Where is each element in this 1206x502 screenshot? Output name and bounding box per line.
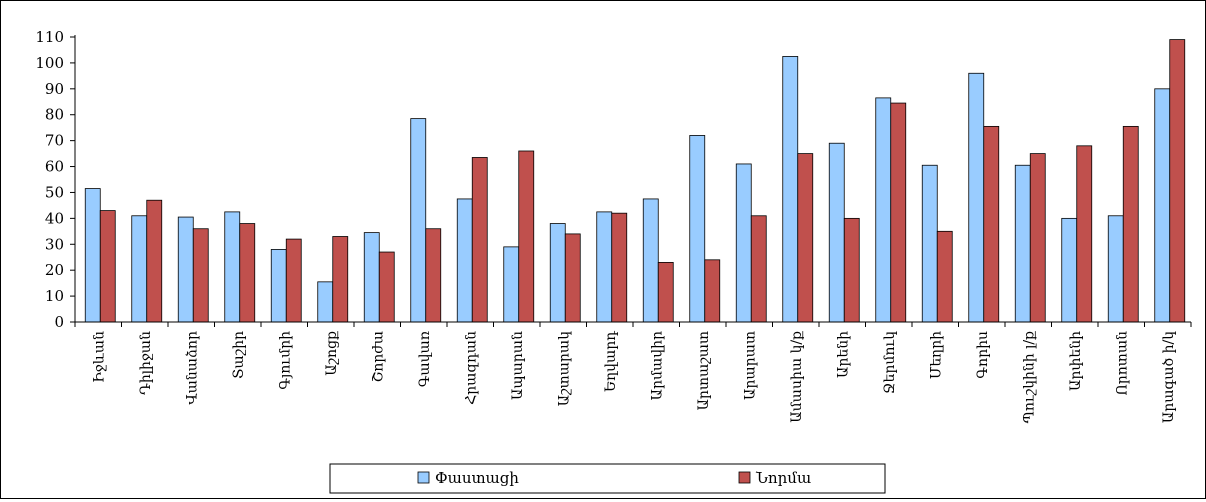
bar-norm-15 bbox=[797, 153, 814, 323]
x-tick-label: Գորիս bbox=[975, 331, 991, 379]
bar-actual-17 bbox=[875, 97, 892, 323]
bar-norm-3 bbox=[239, 223, 256, 323]
x-axis: Իջևան Դիլիջան Վանաձոր Տաշիր Գյումրի Աշոցք Շորժ… bbox=[74, 321, 1192, 423]
y-tick-label: 60 bbox=[45, 158, 64, 176]
bar-norm-0 bbox=[99, 210, 116, 323]
bar-norm-6 bbox=[378, 251, 395, 323]
x-tick-label: Պուշկինի լ/ք bbox=[1021, 331, 1037, 423]
y-tick-label: 100 bbox=[35, 54, 64, 72]
y-tick-label: 20 bbox=[45, 261, 64, 279]
bar-actual-13 bbox=[689, 135, 706, 323]
y-tick-label: 90 bbox=[45, 80, 64, 98]
x-tick-label: Մեղրի bbox=[928, 331, 944, 379]
bar-actual-10 bbox=[549, 223, 566, 323]
bar-actual-11 bbox=[596, 211, 613, 323]
bar-norm-8 bbox=[471, 157, 488, 323]
bar-actual-9 bbox=[503, 246, 520, 323]
bar-actual-3 bbox=[224, 211, 241, 323]
bar-actual-5 bbox=[317, 281, 334, 323]
x-tick-label: Հրազդան bbox=[463, 331, 479, 405]
bar-actual-15 bbox=[782, 56, 799, 323]
bar-norm-16 bbox=[843, 217, 860, 323]
y-tick-label: 50 bbox=[45, 183, 64, 201]
bar-norm-11 bbox=[611, 212, 628, 323]
bar-norm-19 bbox=[983, 125, 1000, 323]
bar-actual-18 bbox=[921, 164, 938, 323]
bar-actual-4 bbox=[270, 249, 287, 323]
legend-label-norm: Նորմա bbox=[755, 469, 811, 487]
bar-actual-16 bbox=[828, 142, 845, 323]
x-tick-label: Արմավիր bbox=[649, 331, 665, 400]
x-tick-label: Տաշիր bbox=[231, 331, 247, 379]
bar-actual-22 bbox=[1107, 215, 1124, 323]
bar-norm-21 bbox=[1076, 145, 1093, 323]
bar-actual-7 bbox=[410, 118, 427, 323]
bar-actual-14 bbox=[735, 163, 752, 323]
bar-actual-19 bbox=[968, 72, 985, 323]
bar-norm-2 bbox=[192, 228, 209, 323]
bar-actual-8 bbox=[456, 198, 473, 323]
x-tick-label: Դիլիջան bbox=[138, 331, 154, 395]
y-tick-label: 40 bbox=[45, 209, 64, 227]
bar-norm-22 bbox=[1122, 125, 1139, 323]
x-tick-label: Շորժա bbox=[370, 331, 386, 382]
y-tick-label: 0 bbox=[54, 313, 64, 331]
y-tick-label: 30 bbox=[45, 235, 64, 253]
bar-actual-12 bbox=[642, 198, 659, 323]
x-tick-label: Եղվարդ bbox=[603, 331, 619, 392]
x-tick-label: Արարատ bbox=[742, 331, 758, 400]
bar-norm-23 bbox=[1169, 39, 1186, 323]
bar-actual-23 bbox=[1154, 88, 1171, 323]
x-tick-label: Ապարան bbox=[510, 331, 526, 400]
bar-norm-7 bbox=[425, 228, 442, 323]
x-tick-label: Գյումրի bbox=[277, 331, 293, 390]
y-tick-label: 110 bbox=[35, 28, 64, 46]
legend-swatch-norm bbox=[738, 471, 751, 484]
bar-actual-1 bbox=[131, 215, 148, 323]
bar-norm-17 bbox=[890, 102, 907, 323]
x-tick-label: Արտաշատ bbox=[696, 331, 712, 410]
y-tick-label: 80 bbox=[45, 106, 64, 124]
bar-actual-21 bbox=[1061, 217, 1078, 323]
bar-norm-18 bbox=[936, 230, 953, 323]
x-tick-label: Իջևան bbox=[91, 331, 107, 383]
x-tick-label: Արագած ի/կ bbox=[1161, 331, 1177, 423]
bar-norm-4 bbox=[285, 238, 302, 323]
bar-norm-14 bbox=[750, 215, 767, 323]
legend: Փաստացի Նորմա bbox=[329, 463, 886, 494]
bars bbox=[84, 39, 1186, 323]
x-tick-label: Աշոցք bbox=[324, 331, 340, 376]
bar-actual-2 bbox=[177, 216, 194, 323]
y-tick-label: 70 bbox=[45, 132, 64, 150]
x-tick-label: Արենի bbox=[835, 331, 851, 378]
bar-actual-20 bbox=[1014, 164, 1031, 323]
bar-actual-0 bbox=[84, 188, 101, 323]
bar-norm-10 bbox=[564, 233, 581, 323]
x-tick-label: Ամասիա կ/ք bbox=[789, 331, 805, 423]
x-tick-label: Որոտան bbox=[1114, 331, 1130, 396]
legend-label-actual: Փաստացի bbox=[435, 469, 519, 487]
y-axis: 0 10 20 30 40 50 60 70 80 90 100 110 bbox=[35, 28, 76, 331]
bar-norm-12 bbox=[657, 262, 674, 323]
bar-actual-6 bbox=[363, 232, 380, 323]
bar-norm-13 bbox=[704, 259, 721, 323]
x-tick-label: Արփենի bbox=[1068, 331, 1084, 391]
bar-norm-5 bbox=[332, 236, 349, 323]
bar-norm-9 bbox=[518, 150, 535, 323]
x-tick-label: Աշտարակ bbox=[556, 331, 572, 406]
x-tick-label: Գավառ bbox=[417, 331, 433, 387]
bar-norm-20 bbox=[1029, 153, 1046, 323]
y-tick-label: 10 bbox=[45, 287, 64, 305]
legend-swatch-actual bbox=[417, 471, 430, 484]
bar-norm-1 bbox=[146, 199, 163, 323]
x-tick-label: Վանաձոր bbox=[184, 331, 200, 405]
x-tick-label: Ջերմուկ bbox=[882, 331, 898, 394]
